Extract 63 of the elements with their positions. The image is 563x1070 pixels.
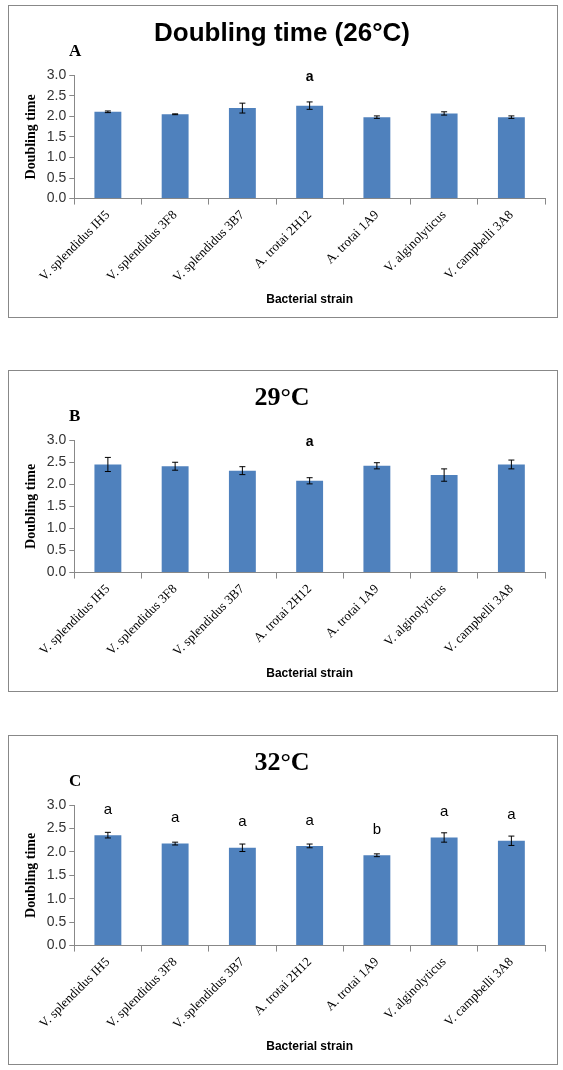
annotation: a (170, 808, 180, 826)
annotation: a (103, 799, 113, 817)
y-tick-label: 0.5 (46, 541, 67, 558)
bar (94, 835, 122, 946)
text: C (69, 770, 82, 790)
bar (363, 465, 391, 573)
bar (161, 466, 189, 573)
bar (497, 117, 525, 199)
x-axis-title: Bacterial strain (266, 666, 353, 681)
y-axis-title: Doubling time (23, 832, 39, 918)
bar (228, 470, 256, 573)
bar (296, 480, 324, 573)
y-tick-label: 0.5 (46, 168, 67, 185)
y-tick-label: 3.0 (46, 796, 67, 813)
y-tick-label: 1.0 (46, 889, 67, 906)
x-axis-title: Bacterial strain (266, 1039, 353, 1054)
bar (94, 464, 122, 573)
bar (430, 837, 458, 946)
y-tick-label: 1.5 (46, 127, 67, 144)
text: A (69, 40, 82, 60)
y-tick-label: 2.5 (46, 453, 67, 470)
bar (161, 114, 189, 199)
y-tick-label: 0.5 (46, 913, 67, 930)
y-tick-label: 1.0 (46, 519, 67, 536)
annotation: b (372, 819, 382, 837)
y-tick-label: 2.5 (46, 86, 67, 103)
annotation: a (305, 810, 315, 828)
y-tick-label: 3.0 (46, 431, 67, 448)
y-tick-label: 0.0 (46, 189, 67, 206)
y-axis-title: Doubling time (23, 94, 39, 180)
bar (430, 475, 458, 573)
bar (228, 847, 256, 946)
annotation: a (305, 433, 314, 450)
y-tick-label: 1.5 (46, 497, 67, 514)
bar (228, 108, 256, 199)
chart-title: 32°C (254, 747, 310, 777)
x-axis-title: Bacterial strain (266, 292, 353, 307)
annotation: a (507, 805, 517, 823)
y-tick-label: 2.0 (46, 107, 67, 124)
bar (363, 117, 391, 199)
annotation: a (238, 812, 248, 830)
y-tick-label: 0.0 (46, 563, 67, 580)
bar (296, 845, 324, 946)
text: B (69, 405, 81, 425)
y-tick-label: 2.0 (46, 475, 67, 492)
y-tick-label: 3.0 (46, 66, 67, 83)
y-axis-title: Doubling time (23, 463, 39, 549)
y-tick-label: 2.0 (46, 842, 67, 859)
y-tick-label: 1.0 (46, 148, 67, 165)
annotation: a (305, 68, 314, 85)
bar (161, 843, 189, 946)
bar (296, 105, 324, 199)
chart-title: Doubling time (26°C) (154, 16, 410, 47)
chart-title: 29°C (254, 382, 310, 412)
bar (497, 840, 525, 946)
annotation: a (439, 802, 449, 820)
bar (94, 111, 122, 199)
y-tick-label: 0.0 (46, 936, 67, 953)
bar (497, 464, 525, 573)
y-tick-label: 2.5 (46, 819, 67, 836)
bar (430, 113, 458, 199)
y-tick-label: 1.5 (46, 866, 67, 883)
bar (363, 855, 391, 946)
